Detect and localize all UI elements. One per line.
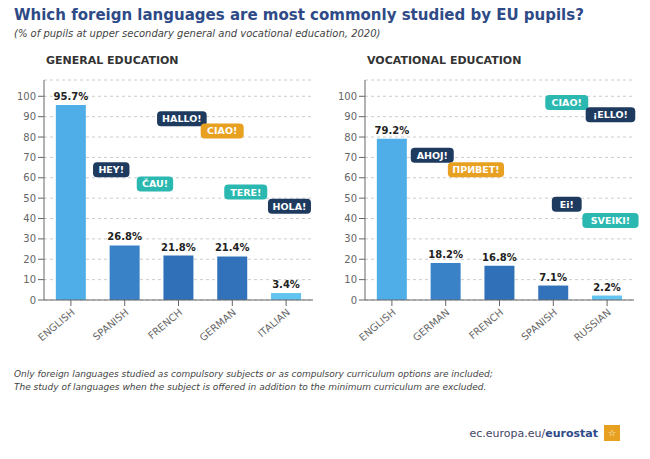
svg-text:SPANISH: SPANISH <box>91 307 131 343</box>
svg-text:26.8%: 26.8% <box>107 231 142 242</box>
svg-text:50: 50 <box>23 193 36 204</box>
svg-text:10: 10 <box>23 274 36 285</box>
svg-text:90: 90 <box>344 111 357 122</box>
svg-text:100: 100 <box>17 91 36 102</box>
svg-text:60: 60 <box>23 172 36 183</box>
svg-text:0: 0 <box>30 295 36 306</box>
svg-text:10: 10 <box>344 274 357 285</box>
svg-text:3.4%: 3.4% <box>272 279 300 290</box>
svg-text:CIAO!: CIAO! <box>207 125 237 136</box>
svg-text:21.4%: 21.4% <box>215 242 250 253</box>
html-text:VOCATIONAL EDUCATION: VOCATIONAL EDUCATION <box>367 54 522 67</box>
svg-text:70: 70 <box>23 152 36 163</box>
svg-text:Ei!: Ei! <box>560 199 574 210</box>
svg-text:AHOJ!: AHOJ! <box>417 150 448 161</box>
svg-text:¡ELLO!: ¡ELLO! <box>593 109 628 120</box>
html-text:ec.europa.eu/ eurostat: ec.europa.eu/ eurostat <box>469 426 598 440</box>
svg-text:60: 60 <box>344 172 357 183</box>
svg-text:ENGLISH: ENGLISH <box>36 307 77 344</box>
svg-text:30: 30 <box>23 233 36 244</box>
svg-text:16.8%: 16.8% <box>482 252 517 263</box>
svg-text:90: 90 <box>23 111 36 122</box>
html-text:GENERAL EDUCATION: GENERAL EDUCATION <box>46 54 179 67</box>
svg-text:80: 80 <box>344 132 357 143</box>
svg-text:50: 50 <box>344 193 357 204</box>
svg-text:SPANISH: SPANISH <box>519 307 559 343</box>
svg-text:TERE!: TERE! <box>230 187 261 198</box>
svg-text:FRENCH: FRENCH <box>467 307 505 342</box>
svg-text:95.7%: 95.7% <box>53 91 88 102</box>
svg-text:SVEIKI!: SVEIKI! <box>591 215 630 226</box>
svg-text:80: 80 <box>23 132 36 143</box>
svg-text:GERMAN: GERMAN <box>411 307 452 344</box>
svg-text:20: 20 <box>344 254 357 265</box>
svg-text:70: 70 <box>344 152 357 163</box>
svg-text:ПРИВЕТ!: ПРИВЕТ! <box>452 164 499 175</box>
html-text:Only foreign languages studied: Only foreign languages studied as compul… <box>14 369 493 379</box>
svg-text:7.1%: 7.1% <box>539 272 567 283</box>
svg-text:18.2%: 18.2% <box>428 249 463 260</box>
svg-text:HOLA!: HOLA! <box>273 201 307 212</box>
svg-text:HEY!: HEY! <box>98 164 124 175</box>
svg-text:40: 40 <box>344 213 357 224</box>
svg-text:ČAU!: ČAU! <box>142 178 168 189</box>
svg-text:ENGLISH: ENGLISH <box>357 307 398 344</box>
svg-text:21.8%: 21.8% <box>161 242 196 253</box>
svg-text:GERMAN: GERMAN <box>197 307 238 344</box>
svg-text:79.2%: 79.2% <box>374 125 409 136</box>
svg-text:HALLO!: HALLO! <box>162 113 201 124</box>
svg-text:ITALIAN: ITALIAN <box>256 307 292 340</box>
svg-text:0: 0 <box>351 295 357 306</box>
svg-text:CIAO!: CIAO! <box>552 97 582 108</box>
svg-text:40: 40 <box>23 213 36 224</box>
svg-text:30: 30 <box>344 233 357 244</box>
svg-text:RUSSIAN: RUSSIAN <box>572 307 613 344</box>
html-text:(% of pupils at upper secondar: (% of pupils at upper secondary general … <box>14 28 381 39</box>
html-text:The study of languages when th: The study of languages when the subject … <box>14 382 487 392</box>
html-text:Which foreign languages are mo: Which foreign languages are most commonl… <box>14 6 584 24</box>
svg-text:FRENCH: FRENCH <box>146 307 184 342</box>
svg-text:100: 100 <box>338 91 357 102</box>
svg-text:2.2%: 2.2% <box>593 282 621 293</box>
svg-text:20: 20 <box>23 254 36 265</box>
